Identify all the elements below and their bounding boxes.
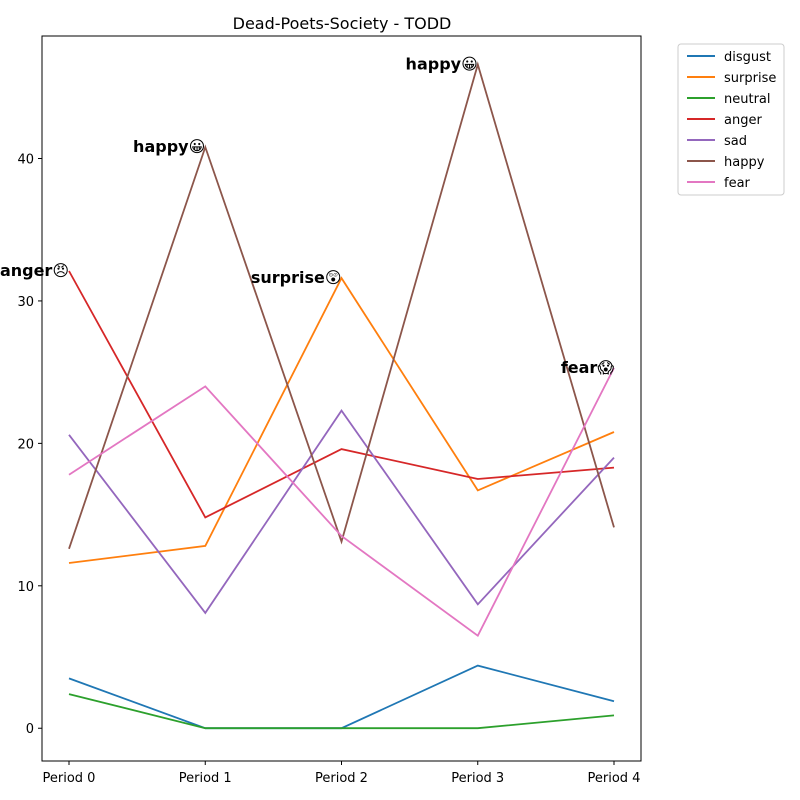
- peak-annotation: fear😱: [561, 358, 615, 377]
- series-line-fear: [68, 367, 615, 638]
- peak-annotations: anger😠 happy😀 surprise😲 happy😀 fear😱: [0, 54, 614, 376]
- legend-label-disgust: disgust: [724, 50, 771, 65]
- series-line-anger: [68, 270, 615, 519]
- x-tick-label: Period 3: [451, 771, 504, 786]
- series-line-sad: [68, 409, 615, 615]
- y-tick-label: 20: [17, 437, 34, 452]
- y-tick-label: 10: [17, 580, 34, 595]
- peak-annotation: happy😀: [133, 137, 205, 156]
- peak-annotation: surprise😲: [251, 268, 342, 287]
- legend: disgust surprise neutral anger sad happy fear: [677, 43, 785, 196]
- x-tick-label: Period 0: [43, 771, 96, 786]
- peak-annotation: anger😠: [0, 261, 69, 280]
- plot-area: [41, 35, 642, 762]
- chart-title: Dead-Poets-Society - TODD: [233, 14, 452, 33]
- y-axis: 0 10 20 30 40: [17, 152, 42, 737]
- x-axis: Period 0 Period 1 Period 2 Period 3 Period 4: [43, 761, 641, 786]
- legend-label-fear: fear: [724, 176, 751, 191]
- legend-label-anger: anger: [724, 113, 762, 128]
- x-tick-label: Period 2: [315, 771, 368, 786]
- series-line-surprise: [68, 276, 615, 564]
- x-tick-label: Period 4: [588, 771, 641, 786]
- legend-box: [677, 43, 785, 196]
- y-tick-label: 40: [17, 152, 34, 167]
- series-line-happy: [68, 61, 615, 550]
- legend-label-happy: happy: [724, 155, 765, 170]
- y-tick-label: 0: [26, 722, 34, 737]
- legend-label-surprise: surprise: [724, 71, 776, 86]
- legend-label-sad: sad: [724, 134, 747, 149]
- legend-label-neutral: neutral: [724, 92, 771, 107]
- series-line-neutral: [68, 693, 615, 730]
- y-tick-label: 30: [17, 295, 34, 310]
- x-tick-label: Period 1: [179, 771, 232, 786]
- peak-annotation: happy😀: [406, 54, 478, 73]
- series-lines: [68, 61, 615, 730]
- series-line-disgust: [68, 664, 615, 730]
